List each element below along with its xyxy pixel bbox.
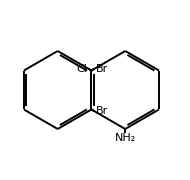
Text: Br: Br [96,64,108,74]
Text: Br: Br [96,106,108,116]
Text: NH₂: NH₂ [115,133,136,143]
Text: Cl: Cl [76,64,87,74]
